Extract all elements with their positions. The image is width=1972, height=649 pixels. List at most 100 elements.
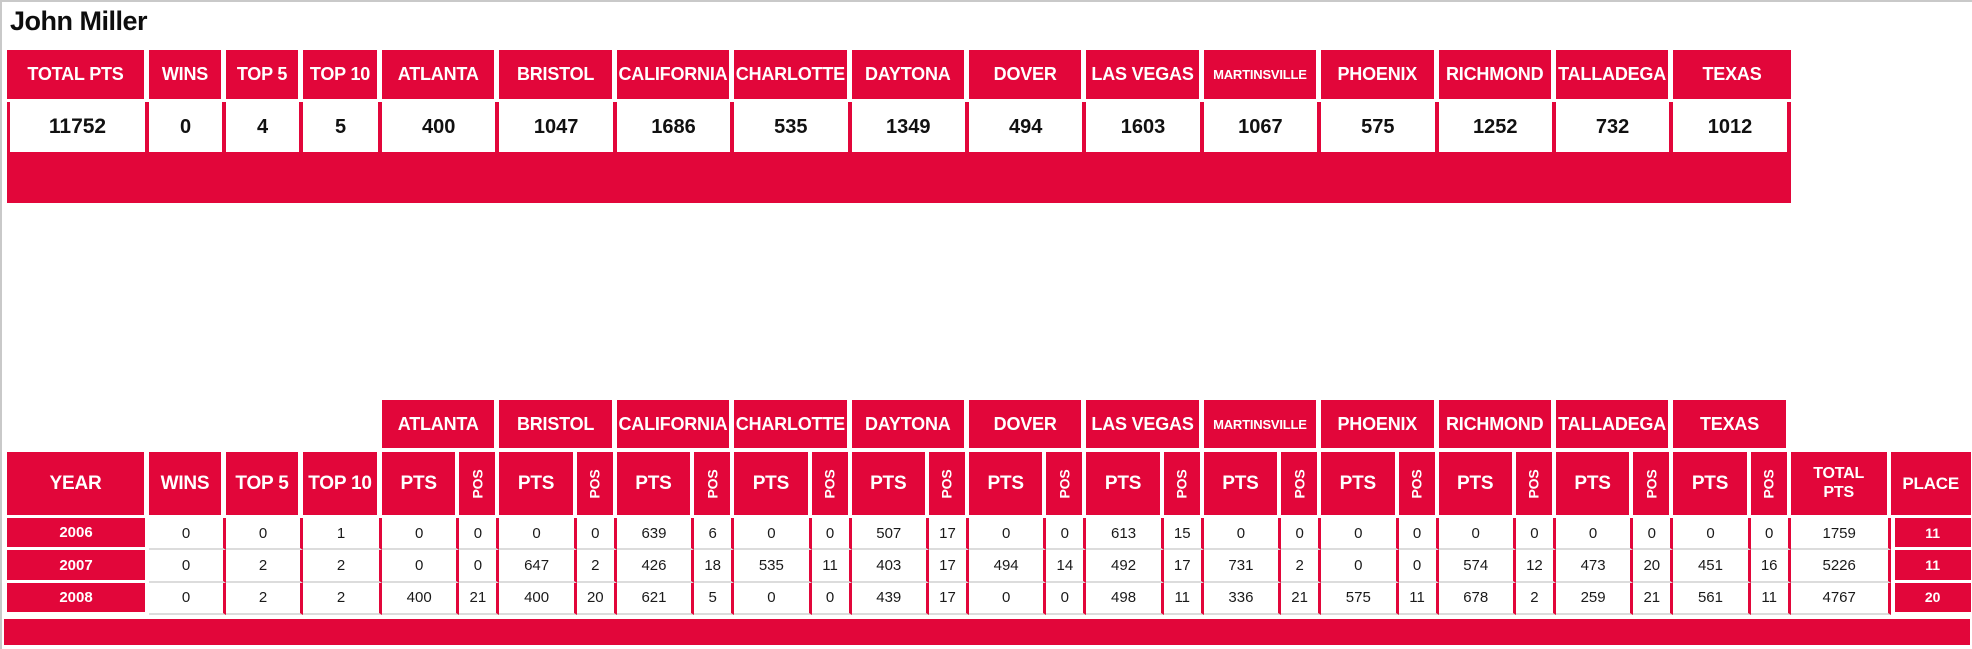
- pos-cell-dover-2007: 14: [1046, 550, 1087, 583]
- pts-cell-bristol-2007: 647: [499, 550, 577, 583]
- pts-cell-texas-2006: 0: [1673, 518, 1751, 551]
- top10-cell-2006: 1: [303, 518, 382, 551]
- pts-cell-daytona-2007: 403: [851, 550, 929, 583]
- pts-cell-richmond-2008: 678: [1438, 582, 1516, 616]
- col-header-pos-martinsville: POS: [1281, 452, 1322, 518]
- track-header-richmond: RICHMOND: [1438, 400, 1556, 452]
- pts-cell-dover-2006: 0: [968, 518, 1047, 551]
- summary-header-texas: TEXAS: [1673, 50, 1791, 102]
- pts-cell-atlanta-2008: 400: [382, 582, 460, 616]
- pos-label-las-vegas: POS: [1173, 469, 1190, 498]
- col-header-pts-daytona: PTS: [851, 452, 929, 518]
- summary-value-top-5: 4: [226, 102, 303, 152]
- summary-header-atlanta: ATLANTA: [382, 50, 500, 102]
- pts-cell-dover-2007: 494: [968, 550, 1047, 583]
- pos-label-california: POS: [704, 469, 721, 498]
- pos-label-talladega: POS: [1643, 469, 1660, 498]
- pos-cell-phoenix-2007: 0: [1398, 550, 1439, 583]
- pts-cell-daytona-2008: 439: [851, 582, 929, 616]
- track-header-bristol: BRISTOL: [499, 400, 617, 452]
- total-pts-cell-2006: 1759: [1790, 518, 1891, 551]
- pos-cell-charlotte-2006: 0: [811, 518, 852, 551]
- pos-cell-charlotte-2008: 0: [811, 582, 852, 616]
- wins-cell-2006: 0: [149, 518, 226, 551]
- pts-cell-phoenix-2008: 575: [1321, 582, 1399, 616]
- col-header-pts-charlotte: PTS: [734, 452, 812, 518]
- pos-label-martinsville: POS: [1291, 469, 1308, 498]
- pos-cell-texas-2006: 0: [1750, 518, 1791, 551]
- summary-header-wins: WINS: [149, 50, 226, 102]
- col-header-pts-phoenix: PTS: [1321, 452, 1399, 518]
- summary-value-top-10: 5: [303, 102, 382, 152]
- pos-cell-atlanta-2008: 21: [459, 582, 500, 616]
- pos-cell-daytona-2007: 17: [928, 550, 969, 583]
- summary-value-daytona: 1349: [851, 102, 969, 152]
- pos-cell-bristol-2007: 2: [576, 550, 617, 583]
- pos-cell-atlanta-2007: 0: [459, 550, 500, 583]
- total-pts-cell-2007: 5226: [1790, 550, 1891, 583]
- pts-cell-las-vegas-2008: 498: [1086, 582, 1164, 616]
- pts-cell-talladega-2008: 259: [1555, 582, 1634, 616]
- col-header-year: YEAR: [7, 452, 149, 518]
- col-header-pos-richmond: POS: [1515, 452, 1556, 518]
- summary-value-richmond: 1252: [1438, 102, 1556, 152]
- top10-cell-2007: 2: [303, 550, 382, 583]
- pos-cell-dover-2008: 0: [1046, 582, 1087, 616]
- year-cell-2007: 2007: [7, 550, 149, 583]
- pos-cell-talladega-2008: 21: [1633, 582, 1674, 616]
- col-header-total-pts: TOTAL PTS: [1790, 452, 1891, 518]
- pts-cell-charlotte-2006: 0: [734, 518, 812, 551]
- seasons-table: ATLANTA BRISTOL CALIFORNIA CHARLOTTE DAYTONA…: [7, 400, 1971, 616]
- pos-cell-charlotte-2007: 11: [811, 550, 852, 583]
- col-header-pos-atlanta: POS: [459, 452, 500, 518]
- pos-label-daytona: POS: [938, 469, 955, 498]
- pos-cell-bristol-2008: 20: [576, 582, 617, 616]
- pts-cell-martinsville-2006: 0: [1203, 518, 1282, 551]
- summary-value-wins: 0: [149, 102, 226, 152]
- summary-header-las-vegas: LAS VEGAS: [1086, 50, 1204, 102]
- pos-cell-richmond-2006: 0: [1515, 518, 1556, 551]
- col-header-pos-daytona: POS: [928, 452, 969, 518]
- pos-label-bristol: POS: [586, 469, 603, 498]
- summary-header-talladega: TALLADEGA: [1555, 50, 1674, 102]
- summary-header-total-pts: TOTAL PTS: [7, 50, 149, 102]
- summary-header-daytona: DAYTONA: [851, 50, 969, 102]
- col-header-pts-richmond: PTS: [1438, 452, 1516, 518]
- pts-cell-atlanta-2006: 0: [382, 518, 460, 551]
- pos-cell-las-vegas-2007: 17: [1163, 550, 1204, 583]
- pos-cell-las-vegas-2008: 11: [1163, 582, 1204, 616]
- track-header-las-vegas: LAS VEGAS: [1086, 400, 1204, 452]
- summary-header-phoenix: PHOENIX: [1321, 50, 1439, 102]
- pts-cell-texas-2008: 561: [1673, 582, 1751, 616]
- track-header-atlanta: ATLANTA: [382, 400, 500, 452]
- track-header-dover: DOVER: [968, 400, 1087, 452]
- pts-cell-richmond-2007: 574: [1438, 550, 1516, 583]
- col-header-pts-dover: PTS: [968, 452, 1047, 518]
- col-header-pos-texas: POS: [1750, 452, 1791, 518]
- pos-label-charlotte: POS: [821, 469, 838, 498]
- pos-cell-martinsville-2006: 0: [1281, 518, 1322, 551]
- pos-cell-daytona-2008: 17: [928, 582, 969, 616]
- pos-label-dover: POS: [1056, 469, 1073, 498]
- pos-cell-richmond-2008: 2: [1515, 582, 1556, 616]
- col-header-top5: TOP 5: [226, 452, 303, 518]
- pos-cell-martinsville-2007: 2: [1281, 550, 1322, 583]
- col-header-pos-phoenix: POS: [1398, 452, 1439, 518]
- wins-cell-2007: 0: [149, 550, 226, 583]
- seasons-header-spacer-right: [1791, 400, 1971, 452]
- summary-value-california: 1686: [616, 102, 735, 152]
- col-header-pos-talladega: POS: [1633, 452, 1674, 518]
- pts-cell-bristol-2006: 0: [499, 518, 577, 551]
- col-header-pts-martinsville: PTS: [1203, 452, 1282, 518]
- summary-value-phoenix: 575: [1321, 102, 1439, 152]
- top5-cell-2007: 2: [226, 550, 303, 583]
- summary-header-martinsville: MARTINSVILLE: [1203, 50, 1322, 102]
- pos-cell-phoenix-2008: 11: [1398, 582, 1439, 616]
- pos-label-texas: POS: [1760, 469, 1777, 498]
- summary-value-talladega: 732: [1555, 102, 1674, 152]
- pos-label-phoenix: POS: [1408, 469, 1425, 498]
- track-header-martinsville: MARTINSVILLE: [1203, 400, 1322, 452]
- col-header-pts-las-vegas: PTS: [1086, 452, 1164, 518]
- pos-cell-talladega-2007: 20: [1633, 550, 1674, 583]
